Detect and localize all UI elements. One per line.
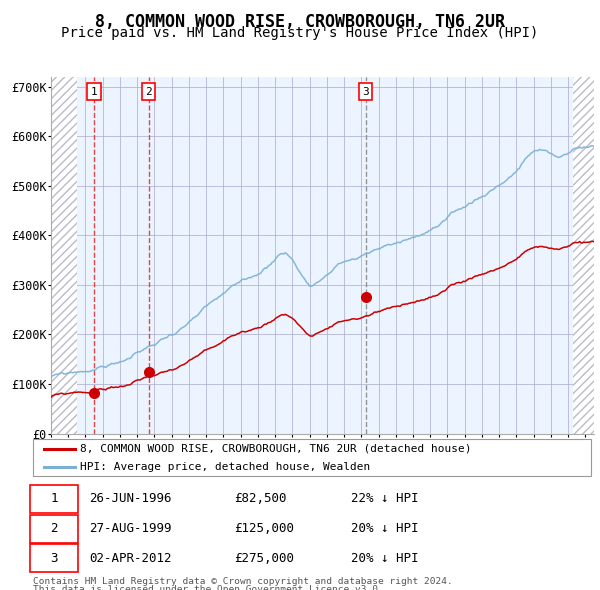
Text: 27-AUG-1999: 27-AUG-1999 xyxy=(89,522,172,535)
Bar xyxy=(574,77,594,434)
Text: 2: 2 xyxy=(50,522,58,535)
Text: HPI: Average price, detached house, Wealden: HPI: Average price, detached house, Weal… xyxy=(80,462,371,472)
Text: 02-APR-2012: 02-APR-2012 xyxy=(89,552,172,565)
Bar xyxy=(77,77,574,434)
Text: 20% ↓ HPI: 20% ↓ HPI xyxy=(351,552,419,565)
Text: 2: 2 xyxy=(145,87,152,97)
Text: 3: 3 xyxy=(50,552,58,565)
Text: This data is licensed under the Open Government Licence v3.0.: This data is licensed under the Open Gov… xyxy=(33,585,384,590)
FancyBboxPatch shape xyxy=(30,545,77,572)
FancyBboxPatch shape xyxy=(33,439,591,476)
Text: £125,000: £125,000 xyxy=(234,522,294,535)
Text: 20% ↓ HPI: 20% ↓ HPI xyxy=(351,522,419,535)
Text: 3: 3 xyxy=(362,87,369,97)
Text: 1: 1 xyxy=(50,492,58,505)
Text: 22% ↓ HPI: 22% ↓ HPI xyxy=(351,492,419,505)
Text: 1: 1 xyxy=(91,87,97,97)
Bar xyxy=(51,77,77,434)
Text: Price paid vs. HM Land Registry's House Price Index (HPI): Price paid vs. HM Land Registry's House … xyxy=(61,26,539,40)
FancyBboxPatch shape xyxy=(30,485,77,513)
FancyBboxPatch shape xyxy=(30,514,77,543)
Text: 26-JUN-1996: 26-JUN-1996 xyxy=(89,492,172,505)
Text: Contains HM Land Registry data © Crown copyright and database right 2024.: Contains HM Land Registry data © Crown c… xyxy=(33,577,453,586)
Text: 8, COMMON WOOD RISE, CROWBOROUGH, TN6 2UR: 8, COMMON WOOD RISE, CROWBOROUGH, TN6 2U… xyxy=(95,13,505,31)
Text: £275,000: £275,000 xyxy=(234,552,294,565)
Text: 8, COMMON WOOD RISE, CROWBOROUGH, TN6 2UR (detached house): 8, COMMON WOOD RISE, CROWBOROUGH, TN6 2U… xyxy=(80,444,472,454)
Text: £82,500: £82,500 xyxy=(234,492,286,505)
